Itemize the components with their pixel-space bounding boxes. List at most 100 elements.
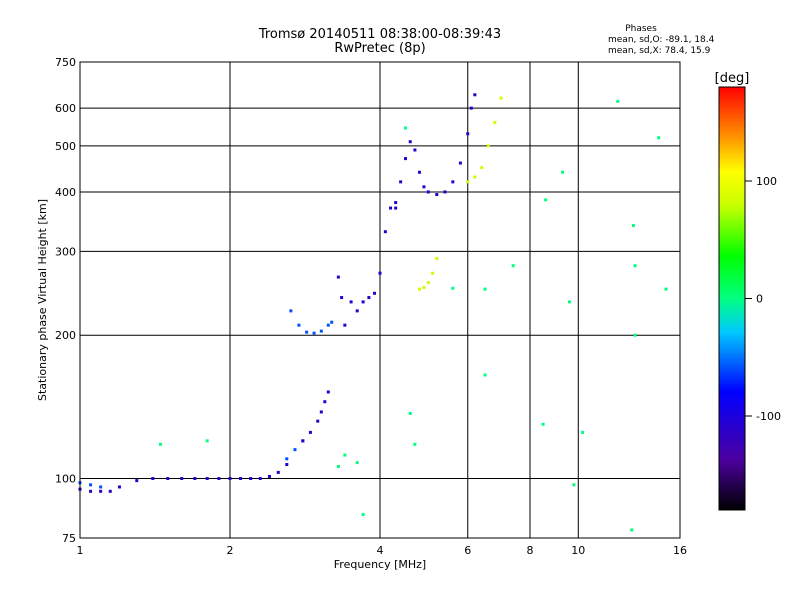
data-point [483,373,487,377]
data-point [180,477,184,481]
data-point [664,287,668,291]
stats-header: Phases [625,24,657,34]
data-point [378,271,382,275]
data-point [417,287,421,291]
data-point [330,320,334,324]
x-tick-label: 2 [227,544,234,557]
data-point [319,329,323,333]
grid-lines [79,61,681,539]
data-point [166,477,170,481]
x-tick-label: 8 [527,544,534,557]
x-tick-label: 1 [77,544,84,557]
data-point [193,477,197,481]
data-point [343,453,347,457]
data-point [151,477,155,481]
data-point [158,442,162,446]
y-tick-label: 750 [55,56,76,69]
y-tick-label: 600 [55,102,76,115]
data-point [340,296,344,300]
data-point [285,457,289,461]
data-point [361,300,365,304]
data-point [301,439,305,443]
data-point [435,193,439,197]
y-tick-label: 500 [55,140,76,153]
x-tick-labels: 1 2 4 6 8 10 16 [77,544,688,557]
data-point [343,323,347,327]
x-tick-label: 4 [377,544,384,557]
data-point [383,230,387,234]
chart-title-line2: RwPretec (8p) [334,41,425,56]
data-points [78,93,668,532]
y-tick-label: 200 [55,329,76,342]
data-point [205,477,209,481]
data-point [616,99,620,103]
data-point [316,419,320,423]
data-point [657,136,661,140]
data-point [408,411,412,415]
data-point [469,106,473,110]
data-point [631,224,635,228]
data-point [336,275,340,279]
data-point [567,300,571,304]
data-point [473,93,477,97]
data-point [633,264,637,268]
data-point [267,474,271,478]
data-point [408,140,412,144]
data-point [389,206,393,210]
data-point [297,323,301,327]
data-point [541,422,545,426]
data-point [217,477,221,481]
y-tick-label: 300 [55,245,76,258]
data-point [572,483,576,487]
colorbar-tick-label: 0 [756,293,763,306]
data-point [426,190,430,194]
data-point [258,477,262,481]
data-point [473,175,477,179]
data-point [581,430,585,434]
stats-line-x: mean, sd,X: 78.4, 15.9 [608,46,711,56]
data-point [228,477,232,481]
data-point [239,477,243,481]
data-point [466,180,470,184]
data-point [511,264,515,268]
data-point [289,309,293,313]
colorbar [718,86,746,511]
y-tick-labels: 75 100 200 300 400 500 600 750 [55,56,76,545]
data-point [394,206,398,210]
stats-line-o: mean, sd,O: -89.1, 18.4 [608,35,715,45]
data-point [89,489,93,493]
data-point [117,485,121,489]
data-point [89,483,93,487]
data-point [493,120,497,124]
data-point [499,96,503,100]
data-point [451,180,455,184]
data-point [483,287,487,291]
data-point [422,185,426,189]
data-point [305,330,309,334]
data-point [431,271,435,275]
data-point [319,410,323,414]
data-point [312,331,316,335]
data-point [326,390,330,394]
data-point [326,323,330,327]
data-point [276,470,280,474]
data-point [394,201,398,205]
y-axis-label: Stationary phase Virtual Height [km] [36,199,49,401]
data-point [417,170,421,174]
data-point [480,166,484,170]
data-point [403,126,407,130]
data-point [99,485,103,489]
data-point [435,256,439,260]
data-point [422,285,426,289]
x-tick-label: 6 [464,544,471,557]
data-point [367,296,371,300]
colorbar-tick-label: -100 [756,410,781,423]
data-point [426,281,430,285]
data-point [544,198,548,202]
data-point [486,144,490,148]
data-point [451,286,455,290]
data-point [373,291,377,295]
data-point [443,190,447,194]
data-point [308,430,312,434]
